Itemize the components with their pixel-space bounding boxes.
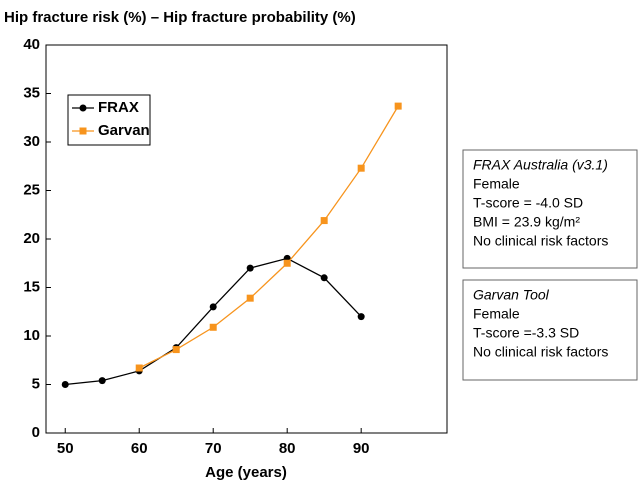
legend-marker: [79, 104, 87, 112]
annotation-box: [462, 149, 638, 269]
marker: [172, 346, 180, 354]
marker: [209, 323, 217, 331]
marker: [246, 264, 254, 272]
annotation-text: No clinical risk factors: [473, 344, 608, 360]
annotation-text: T-score = -4.0 SD: [473, 195, 583, 211]
legend-label: FRAX: [98, 99, 139, 116]
y-tick-label: 30: [23, 133, 40, 150]
marker: [357, 313, 365, 321]
annotation-text: T-score =-3.3 SD: [473, 325, 579, 341]
x-tick-label: 50: [57, 440, 74, 457]
annotation-text: Garvan Tool: [473, 287, 550, 303]
marker: [98, 377, 106, 385]
chart-title: Hip fracture risk (%) – Hip fracture pro…: [4, 9, 356, 26]
marker: [394, 102, 402, 110]
marker: [135, 364, 143, 372]
y-tick-label: 25: [23, 181, 40, 198]
marker: [61, 381, 69, 388]
annotation-text: BMI = 23.9 kg/m²: [473, 214, 580, 230]
x-tick-label: 90: [353, 440, 370, 457]
x-tick-label: 80: [279, 440, 296, 457]
y-tick-label: 0: [32, 424, 40, 441]
annotation-text: Female: [473, 306, 520, 322]
annotation-text: FRAX Australia (v3.1): [473, 157, 608, 173]
annotation-text: Female: [473, 176, 520, 192]
series-line: [65, 257, 362, 386]
marker: [320, 217, 328, 225]
marker: [246, 294, 254, 302]
y-tick-label: 20: [23, 230, 40, 247]
y-tick-label: 35: [23, 84, 40, 101]
series-line: [138, 105, 399, 369]
legend-box: [67, 94, 151, 146]
y-tick-label: 15: [23, 278, 40, 295]
y-tick-label: 5: [32, 375, 40, 392]
legend-label: Garvan: [98, 122, 150, 139]
x-axis-label: Age (years): [205, 464, 287, 481]
annotation-box: [462, 279, 638, 381]
y-tick-label: 10: [23, 327, 40, 344]
legend-marker: [79, 127, 87, 135]
marker: [357, 164, 365, 172]
marker: [209, 303, 217, 311]
x-tick-label: 70: [205, 440, 222, 457]
marker: [320, 274, 328, 282]
x-tick-label: 60: [131, 440, 148, 457]
marker: [283, 259, 291, 267]
y-tick-label: 40: [23, 36, 40, 53]
annotation-text: No clinical risk factors: [473, 233, 608, 249]
